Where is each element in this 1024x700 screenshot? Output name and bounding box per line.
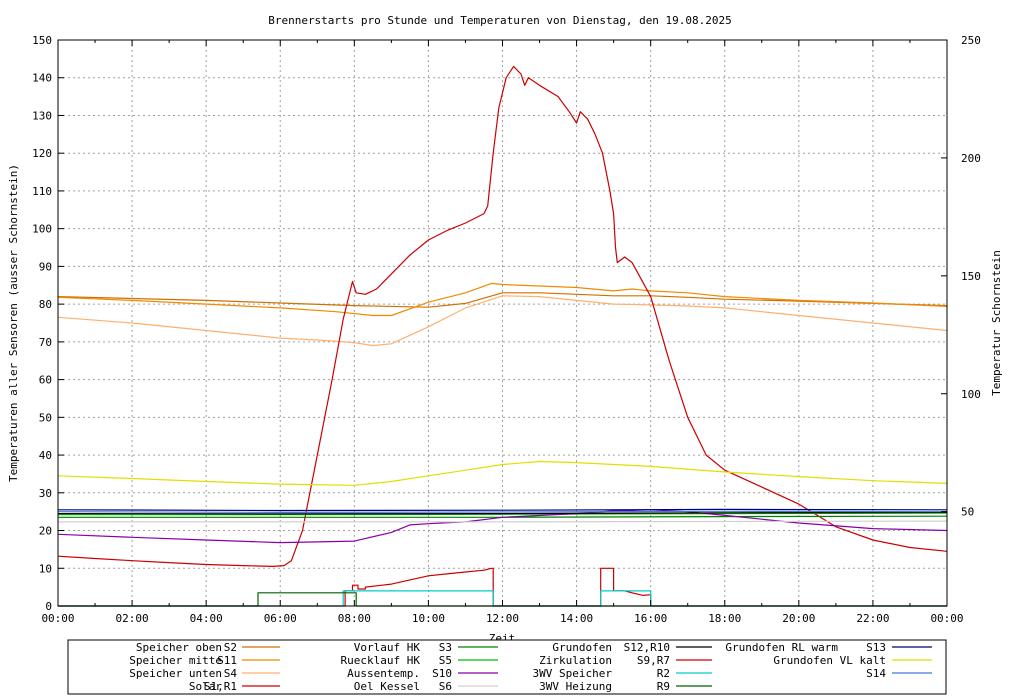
legend-speicher-unten-code: S4 (224, 667, 238, 680)
legend-ruecklauf-hk-code: S5 (439, 654, 452, 667)
y-tick-label: 110 (32, 185, 52, 198)
y-tick-label: 150 (32, 34, 52, 47)
y2-tick-label: 50 (961, 506, 974, 519)
series-group (57, 65, 948, 607)
legend-vorlauf-hk-name: Vorlauf HK (354, 641, 421, 654)
y2-tick-label: 150 (961, 270, 981, 283)
y-tick-label: 60 (39, 374, 52, 387)
series-line-zirkulation (58, 567, 947, 607)
legend-oel-kessel-code: S6 (439, 680, 452, 693)
y2-tick-label: 100 (961, 388, 981, 401)
x-tick-label: 22:00 (856, 612, 889, 625)
legend-ruecklauf-hk-name: Ruecklauf HK (341, 654, 421, 667)
legend-speicher-mitte-name: Speicher mitte (129, 654, 222, 667)
series-line-speicher-mitte (57, 282, 948, 317)
y-tick-label: 120 (32, 147, 52, 160)
legend-speicher-oben-name: Speicher oben (136, 641, 222, 654)
x-tick-label: 08:00 (338, 612, 371, 625)
legend-3wv-heizung-code: R9 (657, 680, 670, 693)
y-tick-label: 10 (39, 562, 52, 575)
series-line-speicher-unten (57, 295, 948, 347)
x-tick-label: 14:00 (560, 612, 593, 625)
x-tick-label: 16:00 (634, 612, 667, 625)
legend-grundofen-rl-warm-name: Grundofen RL warm (725, 641, 838, 654)
x-tick-label: 06:00 (264, 612, 297, 625)
y-tick-label: 30 (39, 487, 52, 500)
x-tick-label: 10:00 (412, 612, 445, 625)
y2-tick-label: 200 (961, 152, 981, 165)
legend-zirkulation-name: Zirkulation (539, 654, 612, 667)
legend-speicher-mitte-code: S11 (217, 654, 237, 667)
x-tick-label: 02:00 (116, 612, 149, 625)
legend-solar-code: S1,R1 (204, 680, 237, 693)
series-line-grundofen-rl-warm (57, 508, 948, 512)
x-tick-label: 12:00 (486, 612, 519, 625)
legend-vorlauf-hk-code: S3 (439, 641, 452, 654)
series-line-grundofen (57, 511, 948, 515)
legend-s14-code: S14 (866, 667, 886, 680)
y-tick-label: 100 (32, 223, 52, 236)
y-tick-label: 40 (39, 449, 52, 462)
legend-zirkulation-code: S9,R7 (637, 654, 670, 667)
y2-tick-label: 250 (961, 34, 981, 47)
y-tick-label: 130 (32, 109, 52, 122)
y2-axis-label: Temperatur Schornstein (990, 250, 1003, 396)
legend-aussentemp-name: Aussentemp. (347, 667, 420, 680)
series-line-s14 (57, 510, 948, 514)
legend-3wv-speicher-code: R2 (657, 667, 670, 680)
series-line-oel-kessel (58, 520, 948, 523)
y-tick-label: 80 (39, 298, 52, 311)
legend-grundofen-vl-kalt-name: Grundofen VL kalt (773, 654, 886, 667)
series-line-grundofen-vl-kalt (57, 460, 948, 486)
y-tick-label: 0 (45, 600, 52, 613)
legend-box (67, 639, 947, 695)
series-line-ruecklauf-hk (58, 512, 948, 516)
legend-speicher-unten-name: Speicher unten (129, 667, 222, 680)
legend-oel-kessel-name: Oel Kessel (354, 680, 420, 693)
legend-grundofen-name: Grundofen (552, 641, 612, 654)
x-tick-label: 18:00 (708, 612, 741, 625)
y-tick-label: 50 (39, 411, 52, 424)
y-tick-label: 20 (39, 525, 52, 538)
legend-3wv-speicher-name: 3WV Speicher (533, 667, 613, 680)
series-line-solar (57, 65, 948, 568)
legend-grundofen-rl-warm-code: S13 (866, 641, 886, 654)
legend-3wv-heizung-name: 3WV Heizung (539, 680, 612, 693)
x-tick-label: 00:00 (930, 612, 963, 625)
series-line-speicher-oben (57, 292, 948, 308)
x-tick-label: 04:00 (190, 612, 223, 625)
y-axis-label: Temperaturen aller Sensoren (ausser Scho… (7, 164, 20, 482)
y-tick-label: 70 (39, 336, 52, 349)
x-tick-label: 00:00 (41, 612, 74, 625)
legend-solar-name: Solar (189, 680, 222, 693)
chart-title: Brennerstarts pro Stunde und Temperature… (268, 14, 732, 27)
y-tick-label: 140 (32, 72, 52, 85)
axes: 0 10 20 30 40 50 60 70 80 90 100 110 120 130 140 150 00:… (32, 34, 981, 625)
y-tick-label: 90 (39, 260, 52, 273)
legend-aussentemp-code: S10 (432, 667, 452, 680)
x-tick-label: 20:00 (782, 612, 815, 625)
legend-grundofen-code: S12,R10 (624, 641, 670, 654)
legend-speicher-oben-code: S2 (224, 641, 237, 654)
